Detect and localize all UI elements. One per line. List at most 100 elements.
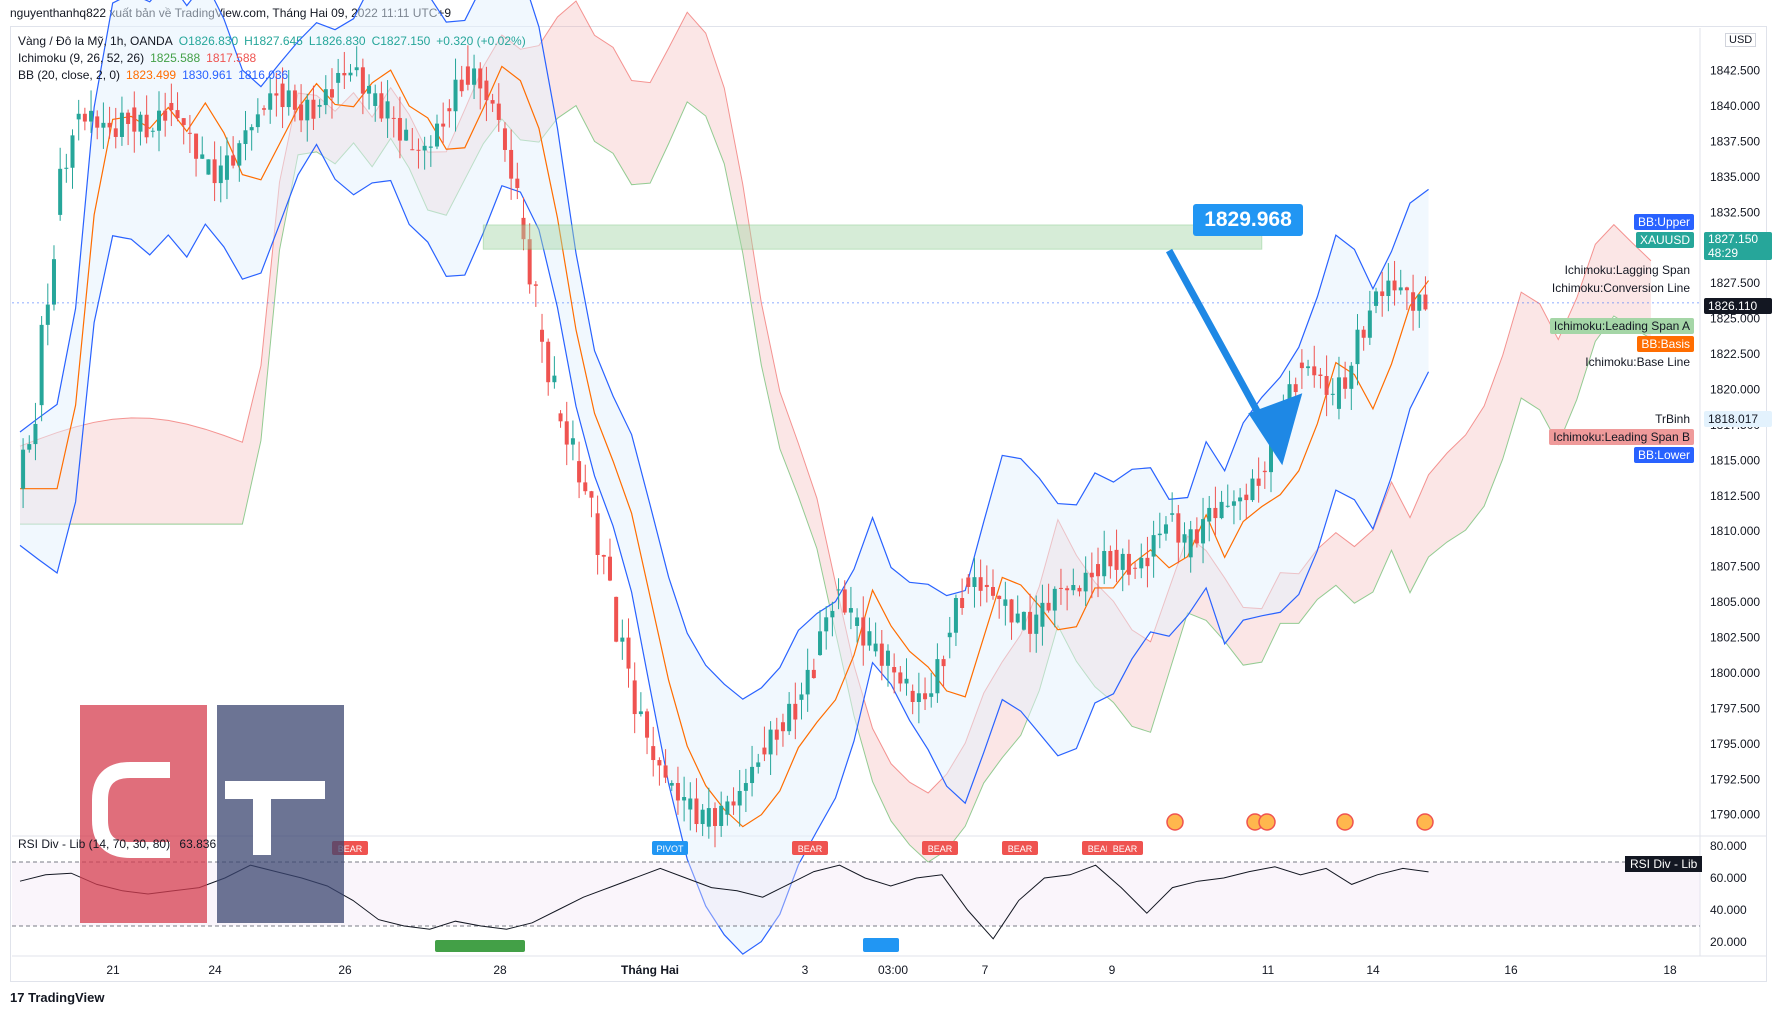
candle-body: [274, 93, 279, 96]
ohlc-change: +0.320 (+0.02%): [436, 34, 526, 48]
price-tick-label: 1810.000: [1710, 524, 1760, 538]
candle-body: [583, 482, 588, 492]
candle-body: [360, 67, 365, 94]
candle-body: [953, 598, 958, 633]
candle-body: [404, 129, 409, 141]
candle-body: [82, 113, 87, 122]
event-flag-icon: [1258, 813, 1276, 831]
ichimoku-value-2: 1817.588: [206, 51, 257, 65]
marker-box: [652, 841, 688, 855]
candle-body: [1349, 365, 1354, 389]
tradingview-brand[interactable]: 17 TradingView: [10, 990, 104, 1005]
time-tick-label: 11: [1261, 963, 1275, 977]
candle-body: [1392, 280, 1397, 291]
price-tick-label: 1840.000: [1710, 99, 1760, 113]
legend-bb[interactable]: BB (20, close, 2, 0) 1823.499 1830.961 1816…: [18, 67, 294, 83]
candle-body: [502, 128, 507, 150]
gt-logo-icon: [80, 705, 344, 923]
candle-body: [984, 584, 989, 588]
candle-body: [410, 149, 415, 151]
candle-body: [626, 637, 631, 669]
candle-body: [1096, 564, 1101, 577]
candle-body: [1139, 557, 1144, 569]
pivot-marker-bottom: [863, 938, 899, 952]
candle-body: [577, 461, 582, 483]
trbinh-price-tag: 1818.017: [1704, 411, 1772, 427]
marker-box: [1107, 841, 1143, 855]
candle-body: [558, 413, 563, 422]
price-tick-label: 1827.500: [1710, 276, 1760, 290]
candle-body: [280, 83, 285, 108]
price-tick-label: 1837.500: [1710, 134, 1760, 148]
candle-body: [509, 149, 514, 179]
candle-body: [169, 102, 174, 111]
rsi-title: RSI Div - Lib (14, 70, 30, 80): [18, 837, 171, 851]
price-tick-label: 1832.500: [1710, 205, 1760, 219]
time-tick-label: 28: [493, 963, 507, 977]
marker-box: [1002, 841, 1038, 855]
candle-body: [546, 341, 551, 383]
candle-body: [923, 693, 928, 700]
candle-body: [614, 596, 619, 642]
candle-body: [1028, 611, 1033, 634]
event-flag-icon: [1166, 813, 1184, 831]
candle-body: [805, 669, 810, 695]
candle-body: [348, 72, 353, 76]
candle-body: [323, 89, 328, 106]
candle-body: [1411, 292, 1416, 311]
candle-body: [1244, 494, 1249, 501]
candle-body: [1306, 366, 1311, 369]
tag-trbinh: TrBinh: [1655, 412, 1690, 426]
candle-body: [873, 643, 878, 652]
legend-ichimoku[interactable]: Ichimoku (9, 26, 52, 26) 1825.588 1817.588: [18, 50, 262, 66]
candle-body: [45, 304, 50, 325]
candle-body: [138, 114, 143, 132]
rsi-tick-label: 60.000: [1710, 871, 1747, 885]
candle-body: [1380, 291, 1385, 297]
candle-body: [187, 132, 192, 134]
candle-body: [286, 90, 291, 108]
candle-body: [632, 680, 637, 715]
bear-marker: BEAR: [792, 841, 828, 855]
candle-body: [564, 421, 569, 445]
candle-body: [76, 113, 81, 120]
candle-body: [855, 617, 860, 626]
candle-body: [991, 587, 995, 596]
candle-body: [1034, 614, 1039, 634]
price-tick-label: 1835.000: [1710, 170, 1760, 184]
candle-body: [447, 108, 452, 112]
bb-upper-line: [19, 0, 1429, 700]
candle-body: [1201, 519, 1206, 544]
candle-body: [89, 110, 94, 122]
tag-lagging-span: Ichimoku:Lagging Span: [1564, 263, 1690, 277]
event-flag-icon: [1416, 813, 1434, 831]
tag-leading-span-b: Ichimoku:Leading Span B: [1549, 429, 1694, 445]
rsi-legend[interactable]: RSI Div - Lib (14, 70, 30, 80) 63.836: [18, 837, 216, 851]
candle-body: [620, 637, 625, 642]
candle-body: [1367, 310, 1372, 338]
logo-g-stroke: [92, 762, 170, 858]
marker-label: BEAR: [1113, 844, 1138, 854]
candle-body: [688, 798, 693, 810]
candle-body: [472, 68, 477, 85]
ichimoku-label: Ichimoku (9, 26, 52, 26): [18, 51, 145, 65]
candle-body: [904, 678, 909, 684]
candle-body: [607, 556, 612, 581]
candle-body: [694, 798, 699, 825]
candle-body: [848, 608, 853, 613]
currency-badge[interactable]: USD: [1725, 33, 1757, 47]
candle-body: [157, 110, 161, 131]
candle-body: [33, 423, 38, 445]
candle-body: [657, 760, 662, 766]
candle-body: [1058, 587, 1063, 589]
time-tick-label: 9: [1108, 963, 1116, 977]
candle-body: [929, 693, 934, 697]
candle-body: [774, 729, 779, 740]
marker-label: BEAR: [798, 844, 823, 854]
bb-upper-value: 1830.961: [182, 68, 233, 82]
candle-body: [292, 90, 297, 110]
candle-body: [484, 80, 489, 101]
candle-body: [1343, 377, 1348, 389]
candle-body: [947, 632, 952, 638]
